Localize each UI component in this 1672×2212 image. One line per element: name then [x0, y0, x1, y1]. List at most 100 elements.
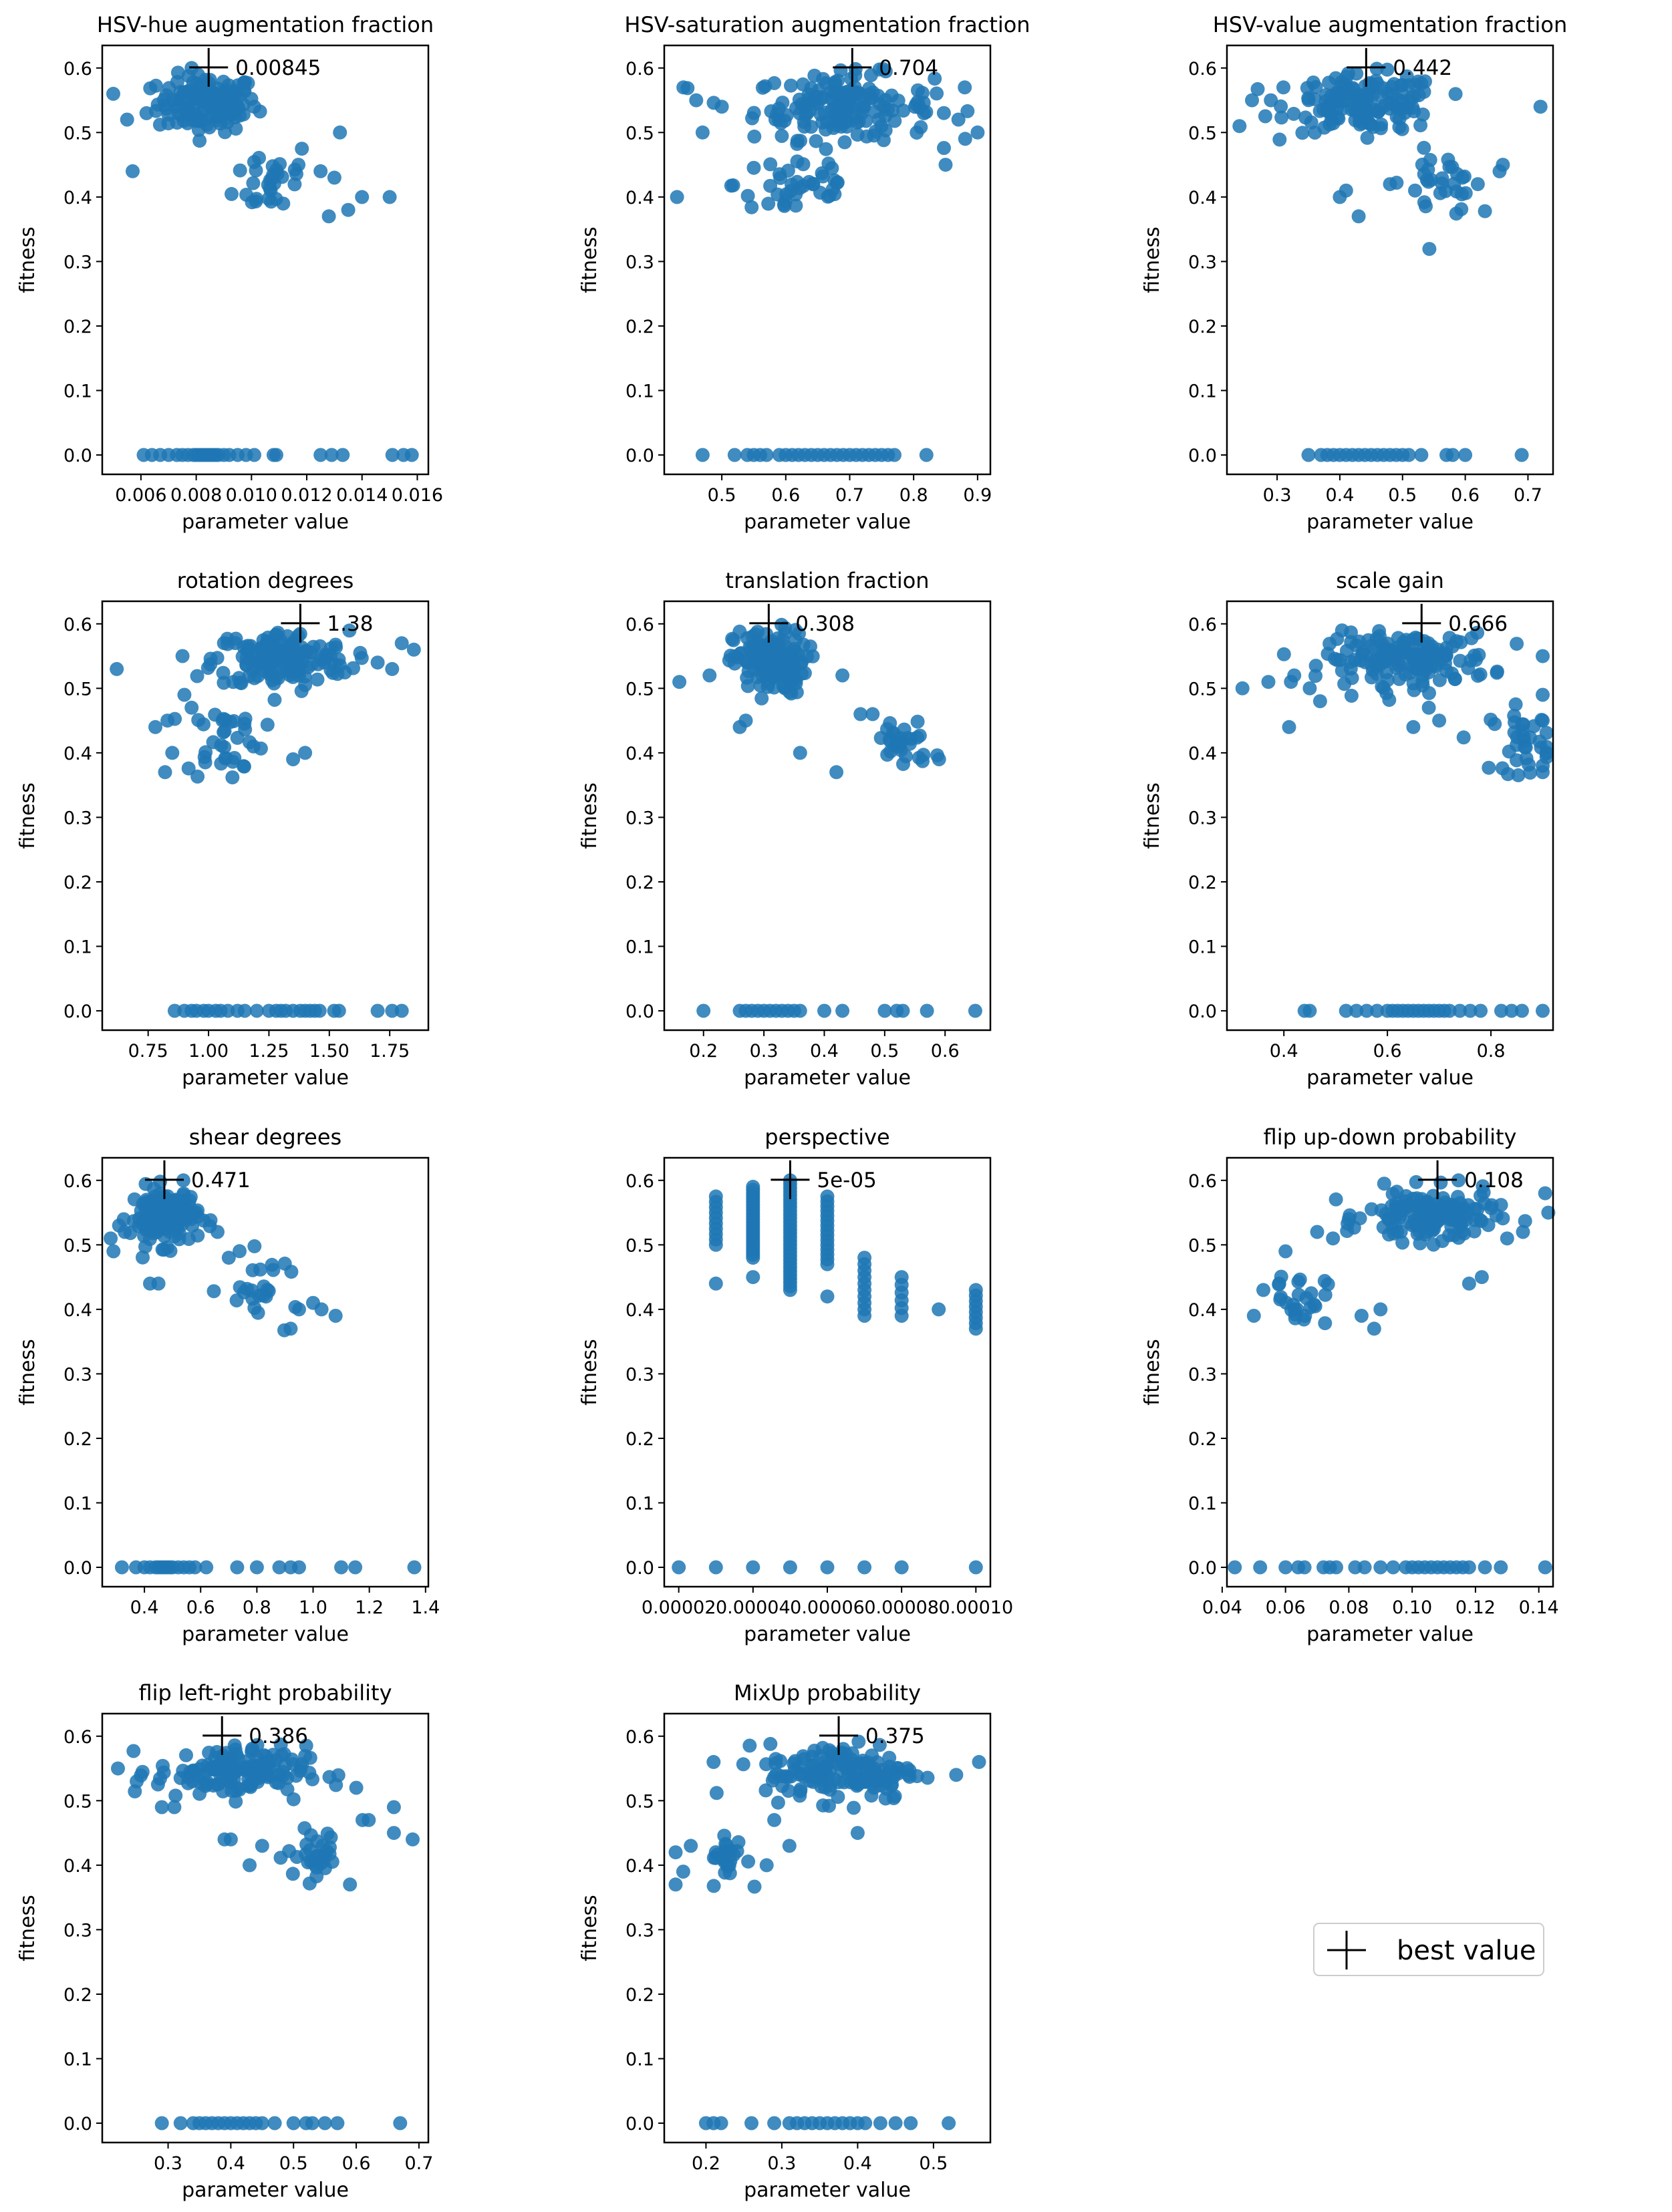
data-point — [266, 1263, 281, 1277]
x-axis: 0.3 0.4 0.5 0.6 0.7 — [1263, 474, 1542, 506]
y-tick-label: 0.3 — [1188, 808, 1217, 828]
scatter-points — [111, 1737, 420, 2130]
x-tick-label: 0.4 — [843, 2153, 872, 2174]
subplot-title: HSV-hue augmentation fraction — [97, 12, 434, 37]
x-tick-label: 0.6 — [931, 1041, 960, 1062]
data-point — [1488, 717, 1502, 732]
x-tick-label: 0.14 — [1519, 1597, 1559, 1618]
data-point — [1337, 677, 1352, 691]
data-point — [809, 134, 823, 148]
y-tick-label: 0.6 — [625, 1171, 654, 1192]
legend-label: best value — [1397, 1935, 1536, 1966]
data-point — [148, 720, 162, 734]
data-point — [1541, 1205, 1556, 1220]
data-point — [253, 1262, 267, 1277]
scatter-points — [1232, 61, 1548, 462]
x-tick-label: 0.00004 — [716, 1597, 791, 1618]
y-tick-label: 0.4 — [625, 188, 654, 208]
data-point — [1461, 1276, 1476, 1291]
data-point — [827, 173, 842, 188]
y-tick-label: 0.2 — [63, 1985, 92, 2006]
y-tick-label: 0.2 — [625, 1985, 654, 2006]
data-point — [273, 157, 287, 172]
data-point — [858, 2116, 873, 2130]
data-point — [225, 1766, 239, 1781]
axes-frame — [1226, 600, 1554, 1032]
scatter-points — [104, 1173, 422, 1575]
data-point — [1370, 1003, 1385, 1018]
x-tick-label: 0.8 — [899, 485, 928, 506]
data-point — [111, 1761, 125, 1776]
data-point — [784, 78, 798, 93]
y-tick-label: 0.0 — [63, 1558, 92, 1579]
data-point — [1518, 1214, 1532, 1229]
best-value-marker — [1418, 1160, 1457, 1199]
data-point — [848, 68, 863, 83]
data-point — [779, 187, 794, 202]
data-point — [758, 1783, 773, 1798]
data-point — [276, 196, 291, 211]
data-point — [1435, 171, 1449, 186]
data-point — [1396, 656, 1411, 671]
data-point — [167, 1800, 182, 1814]
data-point — [1496, 158, 1510, 172]
data-point — [264, 194, 279, 209]
data-point — [817, 106, 832, 120]
data-point — [916, 754, 930, 768]
data-point — [161, 116, 176, 131]
data-point — [140, 1211, 154, 1225]
data-point — [835, 100, 849, 114]
data-point — [740, 188, 755, 203]
data-point — [828, 1753, 843, 1768]
y-tick-label: 0.4 — [625, 1856, 654, 1877]
data-point — [708, 1845, 723, 1859]
data-point — [1274, 110, 1289, 125]
data-point — [1316, 102, 1331, 117]
data-point — [820, 1560, 835, 1575]
scatter-points — [1235, 623, 1554, 1018]
data-point — [247, 671, 262, 685]
data-point — [859, 1772, 873, 1787]
subplot-title: flip left-right probability — [139, 1680, 392, 1706]
y-tick-label: 0.3 — [63, 252, 92, 273]
y-tick-label: 0.3 — [625, 1920, 654, 1941]
data-point — [1250, 82, 1265, 96]
x-axis-label: parameter value — [744, 1623, 911, 1646]
data-point — [910, 714, 925, 729]
data-point — [1261, 675, 1276, 689]
data-point — [815, 1766, 829, 1780]
data-point — [738, 714, 753, 728]
data-point — [1421, 636, 1436, 651]
data-point — [1515, 717, 1530, 732]
x-tick-label: 0.7 — [835, 485, 864, 506]
x-tick-label: 0.5 — [279, 2153, 308, 2174]
data-point — [763, 157, 778, 172]
x-tick-label: 0.8 — [1477, 1041, 1506, 1062]
y-tick-label: 0.2 — [625, 873, 654, 893]
data-point — [267, 693, 282, 707]
data-point — [1474, 1003, 1488, 1018]
x-tick-label: 0.4 — [217, 2153, 245, 2174]
y-tick-label: 0.4 — [1188, 1300, 1217, 1321]
data-point — [1272, 1276, 1286, 1291]
x-tick-label: 0.10 — [1392, 1597, 1432, 1618]
data-point — [385, 1003, 400, 1018]
data-point — [1369, 73, 1383, 88]
data-point — [1235, 681, 1250, 695]
x-tick-label: 0.4 — [1270, 1041, 1298, 1062]
data-point — [1508, 697, 1523, 712]
x-tick-label: 0.2 — [689, 1041, 718, 1062]
data-point — [739, 653, 754, 667]
best-value-marker — [749, 603, 789, 643]
y-tick-label: 0.6 — [625, 615, 654, 635]
data-point — [298, 677, 313, 692]
data-point — [891, 736, 905, 751]
x-axis: 0.3 0.4 0.5 0.6 0.7 — [154, 2143, 433, 2174]
data-point — [1510, 637, 1524, 651]
data-point — [269, 1775, 283, 1790]
data-point — [200, 661, 215, 675]
best-value-annotation: 0.704 — [879, 56, 938, 80]
legend-frame — [1313, 1923, 1544, 1976]
data-point — [255, 1839, 269, 1853]
data-point — [297, 1821, 312, 1835]
